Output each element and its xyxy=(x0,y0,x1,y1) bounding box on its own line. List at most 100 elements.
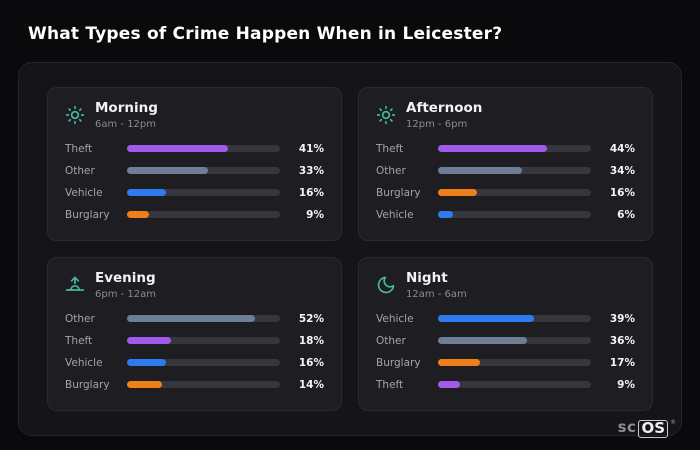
bar-row: Vehicle 16% xyxy=(65,187,324,199)
bar-row: Other 33% xyxy=(65,165,324,177)
bar-label: Burglary xyxy=(376,356,421,369)
bar-track xyxy=(438,211,591,219)
bar-label: Vehicle xyxy=(65,356,103,369)
bar-row: Other 34% xyxy=(376,165,635,177)
bar-track xyxy=(127,189,280,197)
bar-value: 6% xyxy=(617,208,635,221)
card-header: Evening 6pm - 12am xyxy=(65,271,324,300)
period-title: Morning xyxy=(95,100,158,116)
bar-fill xyxy=(438,189,478,197)
bar-row: Burglary 16% xyxy=(376,187,635,199)
bar-value: 41% xyxy=(298,142,324,155)
bar-fill xyxy=(438,315,535,323)
bar-row: Burglary 14% xyxy=(65,379,324,391)
bar-rows: Theft 44% Other 34% Burglary 16% Vehicle… xyxy=(376,143,635,221)
bar-row: Vehicle 16% xyxy=(65,357,324,369)
bar-track xyxy=(438,381,591,389)
bar-label: Vehicle xyxy=(65,186,103,199)
period-title: Evening xyxy=(95,270,156,286)
bar-label: Other xyxy=(65,164,95,177)
bar-fill xyxy=(438,167,522,175)
period-card-evening: Evening 6pm - 12am Other 52% Theft 18% V… xyxy=(47,257,342,411)
bar-fill xyxy=(127,315,256,323)
logo-text-os: OS xyxy=(638,420,668,438)
bar-value: 34% xyxy=(609,164,635,177)
period-card-night: Night 12am - 6am Vehicle 39% Other 36% B… xyxy=(358,257,653,411)
bar-fill xyxy=(127,381,162,389)
scos-logo: sc OS ® xyxy=(618,420,676,438)
bar-track xyxy=(438,145,591,153)
bar-label: Theft xyxy=(376,142,404,155)
period-time-range: 6pm - 12am xyxy=(95,288,157,300)
logo-text-sc: sc xyxy=(617,418,637,436)
bar-track xyxy=(438,315,591,323)
bar-track xyxy=(438,359,591,367)
bar-rows: Theft 41% Other 33% Vehicle 16% Burglary… xyxy=(65,143,324,221)
period-time-range: 12pm - 6pm xyxy=(406,118,468,130)
bar-value: 14% xyxy=(298,378,324,391)
bar-track xyxy=(127,315,280,323)
bar-fill xyxy=(127,189,167,197)
crime-dashboard-panel: Morning 6am - 12pm Theft 41% Other 33% V… xyxy=(18,62,682,436)
bar-fill xyxy=(438,211,453,219)
bar-label: Vehicle xyxy=(376,208,414,221)
bar-row: Burglary 9% xyxy=(65,209,324,221)
bar-label: Vehicle xyxy=(376,312,414,325)
night-moon-icon xyxy=(376,275,396,295)
bar-value: 17% xyxy=(609,356,635,369)
bar-label: Burglary xyxy=(65,208,110,221)
bar-fill xyxy=(127,211,150,219)
bar-value: 16% xyxy=(298,356,324,369)
bar-fill xyxy=(438,359,480,367)
bar-label: Burglary xyxy=(376,186,421,199)
bar-fill xyxy=(438,337,527,345)
card-header: Night 12am - 6am xyxy=(376,271,635,300)
card-header: Afternoon 12pm - 6pm xyxy=(376,101,635,130)
card-header: Morning 6am - 12pm xyxy=(65,101,324,130)
bar-value: 39% xyxy=(609,312,635,325)
bar-label: Other xyxy=(376,334,406,347)
bar-row: Vehicle 6% xyxy=(376,209,635,221)
bar-row: Vehicle 39% xyxy=(376,313,635,325)
bar-row: Theft 41% xyxy=(65,143,324,155)
bar-label: Burglary xyxy=(65,378,110,391)
bar-fill xyxy=(127,337,172,345)
bar-track xyxy=(127,211,280,219)
period-card-morning: Morning 6am - 12pm Theft 41% Other 33% V… xyxy=(47,87,342,241)
bar-value: 9% xyxy=(306,208,324,221)
bar-label: Theft xyxy=(376,378,404,391)
bar-value: 18% xyxy=(298,334,324,347)
bar-fill xyxy=(127,359,167,367)
bar-label: Theft xyxy=(65,334,93,347)
page-title: What Types of Crime Happen When in Leice… xyxy=(28,24,503,44)
morning-sun-icon xyxy=(65,105,85,125)
bar-label: Theft xyxy=(65,142,93,155)
bar-track xyxy=(438,189,591,197)
bar-value: 33% xyxy=(298,164,324,177)
registered-trademark-icon: ® xyxy=(670,419,676,426)
bar-value: 44% xyxy=(609,142,635,155)
bar-fill xyxy=(127,145,229,153)
afternoon-sun-icon xyxy=(376,105,396,125)
bar-track xyxy=(438,337,591,345)
bar-row: Other 52% xyxy=(65,313,324,325)
bar-value: 36% xyxy=(609,334,635,347)
period-time-range: 6am - 12pm xyxy=(95,118,157,130)
bar-row: Theft 9% xyxy=(376,379,635,391)
bar-track xyxy=(438,167,591,175)
bar-value: 52% xyxy=(298,312,324,325)
bar-value: 9% xyxy=(617,378,635,391)
bar-label: Other xyxy=(65,312,95,325)
bar-value: 16% xyxy=(609,186,635,199)
period-title: Afternoon xyxy=(406,100,483,116)
bar-row: Burglary 17% xyxy=(376,357,635,369)
bar-rows: Other 52% Theft 18% Vehicle 16% Burglary… xyxy=(65,313,324,391)
bar-rows: Vehicle 39% Other 36% Burglary 17% Theft… xyxy=(376,313,635,391)
bar-track xyxy=(127,337,280,345)
evening-sunset-icon xyxy=(65,275,85,295)
period-card-afternoon: Afternoon 12pm - 6pm Theft 44% Other 34%… xyxy=(358,87,653,241)
bar-fill xyxy=(438,145,547,153)
bar-track xyxy=(127,381,280,389)
bar-row: Theft 44% xyxy=(376,143,635,155)
bar-value: 16% xyxy=(298,186,324,199)
